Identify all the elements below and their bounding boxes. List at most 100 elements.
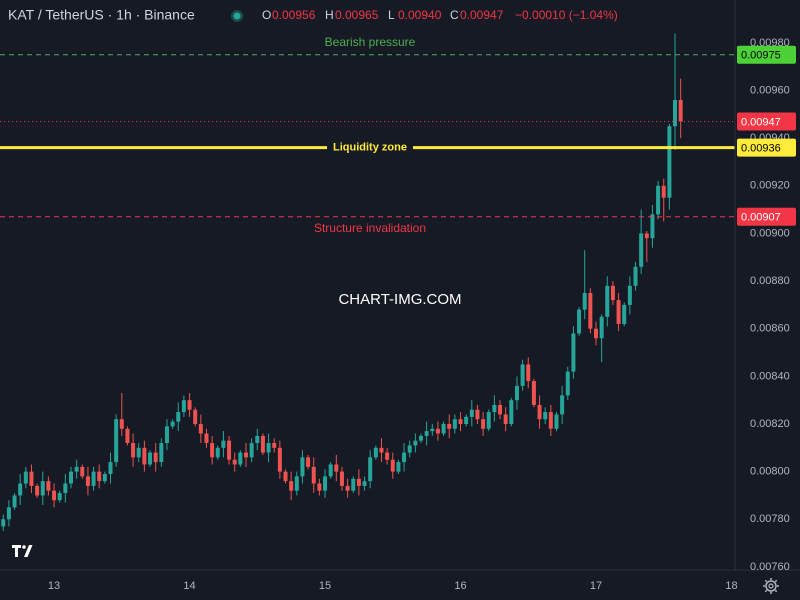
candle-body bbox=[661, 185, 666, 198]
ohlc-value: 0.00956 bbox=[272, 8, 316, 22]
candle-body bbox=[633, 266, 638, 286]
candle-body bbox=[486, 412, 491, 429]
candle-body bbox=[159, 443, 164, 463]
candle-body bbox=[526, 364, 531, 382]
candle-body bbox=[260, 435, 265, 453]
candle-body bbox=[187, 400, 192, 410]
candle-body bbox=[243, 452, 248, 458]
candle-body bbox=[334, 464, 339, 472]
candle-body bbox=[40, 481, 45, 496]
candle-body bbox=[35, 485, 40, 496]
y-tick-label: 0.00960 bbox=[750, 84, 790, 96]
candle-body bbox=[164, 426, 169, 444]
price-tag bbox=[737, 45, 796, 64]
x-tick-label: 15 bbox=[319, 580, 331, 592]
candle-body bbox=[616, 300, 621, 324]
candle-body bbox=[503, 414, 508, 424]
candle-body bbox=[379, 447, 384, 453]
candle-body bbox=[221, 440, 226, 448]
level-name: Structure invalidation bbox=[314, 221, 426, 235]
ohlc-value: 0.00965 bbox=[335, 8, 379, 22]
candle-body bbox=[656, 185, 661, 215]
candle-body bbox=[520, 364, 525, 386]
candle-body bbox=[306, 457, 311, 467]
candle-body bbox=[119, 419, 124, 429]
candle-body bbox=[548, 412, 553, 429]
candle-body bbox=[198, 423, 203, 434]
candle-body bbox=[97, 471, 102, 482]
candle-body bbox=[356, 478, 361, 486]
candle-body bbox=[210, 443, 215, 458]
y-tick-label: 0.00860 bbox=[750, 323, 790, 335]
header: KAT / TetherUS · 1h · Binance O 0.00956 H 0… bbox=[8, 7, 618, 23]
candle-body bbox=[351, 478, 356, 491]
settings-icon[interactable] bbox=[763, 578, 779, 594]
ohlc-key: L bbox=[388, 8, 395, 22]
candle-body bbox=[136, 447, 141, 458]
levels: Bearish pressure Liquidity zone Structure … bbox=[0, 35, 735, 235]
candle-body bbox=[667, 126, 672, 198]
candle-body bbox=[311, 466, 316, 484]
price-tag bbox=[737, 138, 796, 157]
candle-body bbox=[514, 385, 519, 401]
y-tick-label: 0.00780 bbox=[750, 513, 790, 525]
candle-body bbox=[18, 483, 23, 496]
candle-body bbox=[582, 292, 587, 310]
candle-body bbox=[571, 333, 576, 372]
candle-body bbox=[678, 100, 683, 122]
candle-body bbox=[543, 412, 548, 420]
x-tick-label: 14 bbox=[183, 580, 195, 592]
level-name: Bearish pressure bbox=[325, 35, 416, 49]
candle-body bbox=[396, 462, 401, 472]
candle-body bbox=[181, 400, 186, 413]
candle-body bbox=[599, 316, 604, 339]
candle-body bbox=[114, 419, 119, 463]
price-tag-label: 0.00936 bbox=[741, 143, 781, 155]
candle-body bbox=[328, 464, 333, 477]
candle-body bbox=[142, 447, 147, 465]
y-tick-label: 0.00880 bbox=[750, 275, 790, 287]
candle-body bbox=[639, 233, 644, 267]
candle-body bbox=[317, 483, 322, 491]
candle-body bbox=[232, 459, 237, 465]
candle-body bbox=[294, 476, 299, 491]
candle-body bbox=[424, 431, 429, 436]
candle-body bbox=[407, 445, 412, 453]
x-tick-label: 18 bbox=[725, 580, 737, 592]
candle-body bbox=[435, 428, 440, 434]
watermark: CHART-IMG.COM bbox=[338, 291, 461, 308]
candle-body bbox=[577, 309, 582, 334]
y-tick-label: 0.00760 bbox=[750, 561, 790, 573]
candle-body bbox=[362, 481, 367, 486]
candle-body bbox=[610, 285, 615, 301]
candle-body bbox=[80, 466, 85, 477]
candle-body bbox=[52, 490, 57, 501]
candle-body bbox=[227, 440, 232, 460]
candle-body bbox=[452, 419, 457, 429]
candle-body bbox=[593, 328, 598, 339]
ohlc-key: H bbox=[325, 8, 334, 22]
level-name: Liquidity zone bbox=[333, 142, 407, 154]
candle-body bbox=[627, 285, 632, 305]
candle-body bbox=[153, 452, 158, 463]
ohlc-key: C bbox=[450, 8, 459, 22]
candle-body bbox=[215, 447, 220, 458]
ohlc-value: 0.00947 bbox=[460, 8, 504, 22]
candle-body bbox=[509, 400, 514, 424]
candle-body bbox=[413, 440, 418, 446]
x-tick-label: 16 bbox=[454, 580, 466, 592]
candle-body bbox=[176, 412, 181, 422]
candle-body bbox=[23, 471, 28, 484]
candle-body bbox=[385, 452, 390, 460]
candle-body bbox=[29, 471, 34, 486]
candle-body bbox=[57, 493, 62, 501]
ohlc-key: O bbox=[262, 8, 271, 22]
candle-body bbox=[565, 371, 570, 396]
candle-body bbox=[418, 435, 423, 441]
candle-body bbox=[481, 419, 486, 429]
candle-body bbox=[63, 483, 68, 494]
candle-body bbox=[193, 409, 198, 424]
price-tag bbox=[737, 207, 796, 226]
price-tag-label: 0.00975 bbox=[741, 50, 781, 62]
candle-body bbox=[266, 443, 271, 453]
